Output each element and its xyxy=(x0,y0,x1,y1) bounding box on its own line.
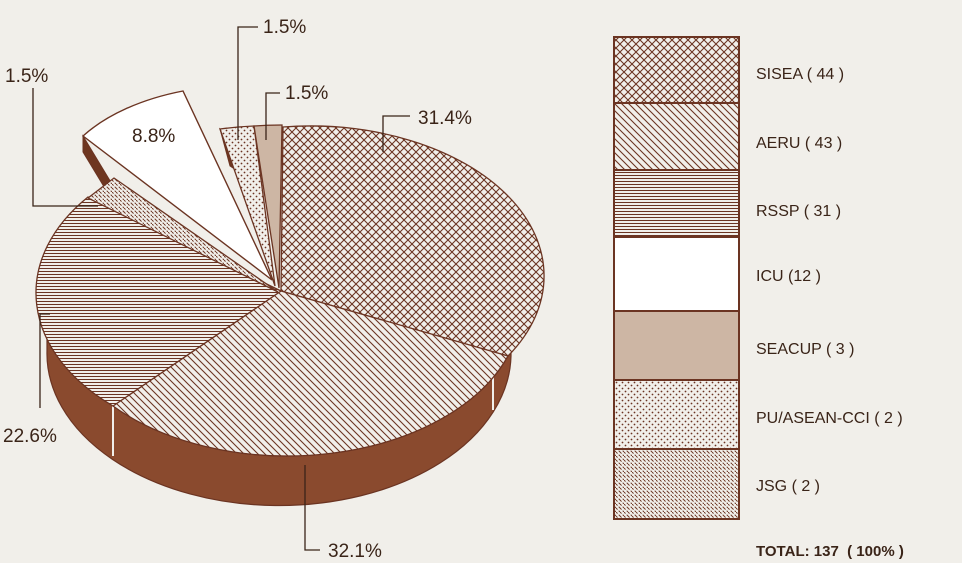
leader-line-rssp xyxy=(39,313,50,408)
pie-slice-aeru xyxy=(111,290,509,457)
legend-total: TOTAL: 137 ( 100% ) xyxy=(756,543,904,560)
legend-label-rssp: RSSP ( 31 ) xyxy=(756,203,841,220)
pie-slice-icu xyxy=(81,90,273,281)
pie-slice-sisea xyxy=(280,125,545,357)
legend-swatch-rssp xyxy=(613,169,740,238)
percent-label-jsg: 1.5% xyxy=(5,66,48,87)
legend-swatch-jsg xyxy=(613,448,740,520)
leader-line-aeru xyxy=(304,465,320,551)
legend-swatch-sisea xyxy=(613,36,740,104)
legend-swatch-seacup xyxy=(613,310,740,381)
legend: SISEA ( 44 ) AERU ( 43 ) RSSP ( 31 ) ICU… xyxy=(613,36,904,560)
leader-line-seacup xyxy=(265,92,280,140)
leader-line-jsg xyxy=(32,88,98,207)
pie-slice-seacup xyxy=(253,124,283,289)
legend-label-jsg: JSG ( 2 ) xyxy=(756,478,820,495)
legend-label-seacup: SEACUP ( 3 ) xyxy=(756,341,854,358)
leader-line-pu xyxy=(237,26,258,140)
legend-label-icu: ICU (12 ) xyxy=(756,268,821,285)
pie-slice-jsg xyxy=(86,177,279,293)
legend-swatch-pu xyxy=(613,379,740,450)
legend-label-sisea: SISEA ( 44 ) xyxy=(756,66,844,83)
percent-label-sisea: 31.4% xyxy=(418,108,472,129)
leader-line-sisea xyxy=(382,115,410,152)
percent-label-pu: 1.5% xyxy=(263,17,306,38)
legend-swatch-aeru xyxy=(613,102,740,171)
legend-swatch-icu xyxy=(613,236,740,312)
percent-label-rssp: 22.6% xyxy=(3,426,57,447)
percent-label-icu: 8.8% xyxy=(132,126,175,147)
percent-label-aeru: 32.1% xyxy=(328,541,382,562)
legend-label-pu: PU/ASEAN-CCI ( 2 ) xyxy=(756,410,903,427)
pie-slice-rssp xyxy=(35,196,283,407)
legend-label-aeru: AERU ( 43 ) xyxy=(756,135,842,152)
percent-label-seacup: 1.5% xyxy=(285,83,328,104)
